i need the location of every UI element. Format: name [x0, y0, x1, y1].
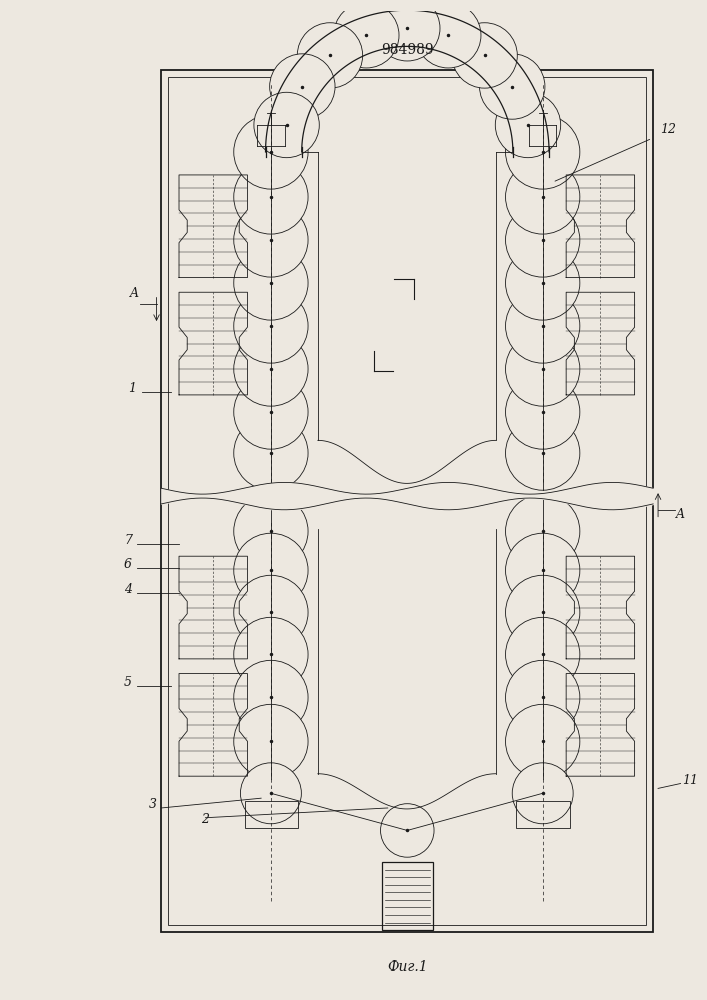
Circle shape — [506, 246, 580, 320]
Bar — [168, 77, 646, 925]
Circle shape — [452, 23, 518, 88]
Circle shape — [506, 704, 580, 779]
Circle shape — [479, 54, 545, 119]
Circle shape — [506, 660, 580, 735]
Circle shape — [506, 617, 580, 692]
Circle shape — [234, 494, 308, 568]
Text: A: A — [129, 287, 139, 300]
Circle shape — [334, 3, 399, 68]
Circle shape — [297, 23, 363, 88]
Circle shape — [513, 763, 573, 824]
Text: 5: 5 — [124, 676, 132, 689]
Circle shape — [496, 92, 561, 158]
Circle shape — [234, 332, 308, 406]
Circle shape — [506, 575, 580, 650]
Circle shape — [506, 115, 580, 189]
Bar — [516, 801, 570, 828]
Circle shape — [234, 246, 308, 320]
Circle shape — [234, 533, 308, 608]
Text: 7: 7 — [124, 534, 132, 547]
Circle shape — [269, 54, 335, 119]
Circle shape — [506, 533, 580, 608]
Circle shape — [506, 416, 580, 490]
Circle shape — [380, 804, 434, 857]
Text: 1: 1 — [128, 382, 136, 395]
Circle shape — [234, 203, 308, 277]
Circle shape — [234, 160, 308, 234]
Circle shape — [506, 375, 580, 449]
Text: 984989: 984989 — [381, 43, 433, 57]
Text: 4: 4 — [124, 583, 132, 596]
Text: 2: 2 — [201, 813, 209, 826]
Circle shape — [234, 575, 308, 650]
Text: 11: 11 — [682, 774, 699, 787]
Circle shape — [506, 160, 580, 234]
Circle shape — [234, 289, 308, 363]
Text: 12: 12 — [660, 123, 676, 136]
Circle shape — [506, 332, 580, 406]
Circle shape — [416, 3, 481, 68]
Circle shape — [234, 704, 308, 779]
Circle shape — [234, 115, 308, 189]
Text: 6: 6 — [124, 558, 132, 571]
Text: 3: 3 — [148, 798, 156, 811]
Circle shape — [506, 203, 580, 277]
Circle shape — [234, 375, 308, 449]
Text: A: A — [676, 508, 685, 521]
Text: Фиг.1: Фиг.1 — [387, 960, 428, 974]
Circle shape — [506, 289, 580, 363]
Circle shape — [234, 416, 308, 490]
Circle shape — [506, 494, 580, 568]
Bar — [161, 70, 653, 932]
Bar — [382, 862, 433, 930]
Circle shape — [254, 92, 320, 158]
Circle shape — [234, 660, 308, 735]
Bar — [245, 801, 298, 828]
Circle shape — [240, 763, 301, 824]
Circle shape — [375, 0, 440, 61]
Circle shape — [234, 617, 308, 692]
